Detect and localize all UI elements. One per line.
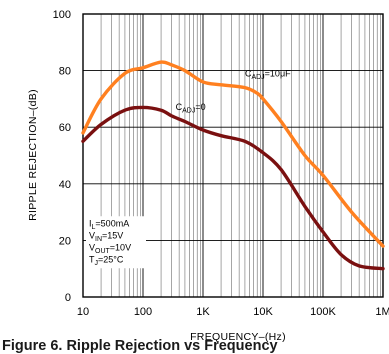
x-tick-label: 1K (196, 306, 210, 318)
y-tick-label: 20 (59, 235, 71, 247)
x-axis-label: FREQUENCY–(Hz) (190, 331, 286, 343)
x-tick-labels: 10 100 1K 10K 100K 1M (77, 306, 389, 318)
y-axis-label: RIPPLE REJECTION–(dB) (27, 89, 39, 221)
x-tick-label: 10 (77, 306, 89, 318)
series-line-1 (81, 105, 385, 271)
condition-line: TJ=25°C (89, 254, 124, 267)
x-tick-label: 100K (310, 306, 336, 318)
figure-caption: Figure 6. Ripple Rejection vs Frequency (2, 338, 278, 354)
y-tick-labels: 0 20 40 60 80 100 (53, 9, 71, 304)
series-label-0: CADJ=10μF (245, 68, 291, 81)
y-tick-label: 100 (53, 9, 71, 21)
condition-line: VIN=15V (89, 230, 123, 243)
condition-line: IL=500mA (89, 218, 129, 231)
y-tick-label: 60 (59, 122, 71, 134)
x-tick-label: 100 (134, 306, 152, 318)
series-lines (81, 60, 385, 271)
y-tick-label: 40 (59, 179, 71, 191)
series-line-0 (81, 60, 385, 248)
conditions-box (86, 216, 146, 269)
y-tick-label: 0 (65, 292, 71, 304)
plot-frame (82, 13, 384, 298)
y-tick-label: 80 (59, 66, 71, 78)
x-tick-label: 10K (253, 306, 273, 318)
caption-area: Figure 6. Ripple Rejection vs Frequency (2, 338, 278, 354)
series-label-1: CADJ=0 (176, 102, 206, 115)
series-labels: CADJ=10μF CADJ=0 (176, 68, 291, 114)
x-tick-label: 1M (375, 306, 389, 318)
condition-line: VOUT=10V (89, 242, 131, 255)
